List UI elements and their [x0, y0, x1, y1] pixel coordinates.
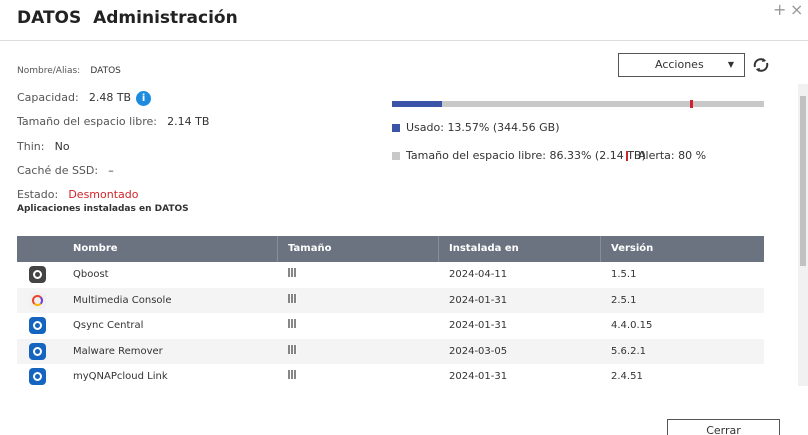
table-header: Nombre Tamaño Instalada en Versión [17, 236, 764, 262]
info-value: 2.48 TB [88, 91, 132, 104]
version: 2.5.1 [611, 294, 637, 306]
alert-swatch [626, 151, 628, 161]
app-name: Malware Remover [73, 345, 163, 357]
install-date: 2024-01-31 [449, 320, 508, 331]
info-label: Caché de SSD: [17, 164, 99, 177]
info-value: – [108, 164, 114, 177]
install-date: 2024-04-11 [449, 269, 508, 280]
info-row: Estado: Desmontado [17, 183, 138, 202]
info-value: DATOS [90, 66, 121, 76]
info-label: Tamaño del espacio libre: [17, 115, 157, 128]
app-icon [29, 266, 46, 283]
actions-text: Acciones [655, 58, 704, 71]
app-icon [29, 368, 46, 385]
app-name: Qboost [73, 269, 109, 280]
used-label: Usado: 13.57% (344.56 GB) [406, 121, 560, 134]
size-icon [288, 370, 297, 379]
table-row[interactable]: Malware Remover 2024-03-05 5.6.2.1 [17, 338, 764, 364]
info-label: Thin: [17, 140, 45, 153]
info-label: Nombre/Alias: [17, 66, 81, 76]
usage-bar [392, 100, 764, 108]
used-fill [392, 101, 443, 107]
table-row[interactable]: Qboost 2024-04-11 1.5.1 [17, 262, 764, 288]
table-row[interactable]: myQNAPcloud Link 2024-01-31 2.4.51 [17, 364, 764, 390]
install-date: 2024-01-31 [449, 371, 508, 382]
app-name: myQNAPcloud Link [73, 371, 168, 382]
version: 5.6.2.1 [611, 345, 646, 357]
column-header[interactable]: Versión [611, 243, 654, 254]
column-divider [438, 236, 439, 262]
refresh-icon[interactable] [750, 54, 772, 76]
app-icon [29, 342, 46, 360]
size-icon [288, 293, 297, 303]
info-row: Nombre/Alias: DATOS [17, 58, 121, 77]
info-value: Desmontado [68, 188, 139, 201]
version: 4.4.0.15 [611, 320, 653, 331]
column-header[interactable]: Instalada en [449, 243, 519, 254]
install-date: 2024-01-31 [449, 294, 508, 306]
title-name: DATOS [17, 8, 82, 28]
version: 2.4.51 [611, 371, 643, 382]
info-row: Thin: No [17, 135, 70, 154]
alert-label: Alerta: 80 % [638, 149, 707, 162]
info-row: Tamaño del espacio libre: 2.14 TB [17, 110, 209, 129]
app-icon [29, 291, 46, 309]
app-icon-glyph [32, 294, 43, 306]
info-value: No [54, 140, 70, 153]
alert-mark [689, 100, 693, 108]
app-name: Multimedia Console [73, 294, 172, 306]
size-icon [288, 268, 297, 277]
app-icon [29, 317, 46, 334]
install-date: 2024-03-05 [449, 345, 508, 357]
version: 1.5.1 [611, 269, 637, 280]
table-row[interactable]: Multimedia Console 2024-01-31 2.5.1 [17, 287, 764, 313]
used-swatch [392, 124, 400, 132]
info-value: 2.14 TB [167, 115, 210, 128]
app-icon-glyph [33, 321, 42, 330]
app-name: Qsync Central [73, 320, 144, 331]
column-divider [600, 236, 601, 262]
size-icon [288, 344, 297, 354]
info-icon[interactable]: i [136, 91, 152, 106]
column-divider [277, 236, 278, 262]
app-icon-glyph [33, 270, 42, 279]
table-row[interactable]: Qsync Central 2024-01-31 4.4.0.15 [17, 313, 764, 339]
info-row: Caché de SSD: – [17, 159, 114, 178]
column-header[interactable]: Tamaño [288, 243, 332, 254]
free-label: Tamaño del espacio libre: 86.33% (2.14 T… [406, 149, 646, 162]
close-icon[interactable]: × [790, 0, 804, 19]
close-button[interactable]: Cerrar [667, 419, 780, 435]
size-icon [288, 319, 297, 328]
expand-icon[interactable]: + [773, 0, 787, 19]
app-icon-glyph [33, 372, 42, 381]
apps-heading: Aplicaciones instaladas en DATOS [17, 204, 189, 214]
title: DATOS Administración [17, 8, 238, 28]
app-icon-glyph [33, 346, 42, 356]
info-label: Estado: [17, 188, 59, 201]
info-label: Capacidad: [17, 91, 79, 104]
free-swatch [392, 152, 400, 160]
column-header[interactable]: Nombre [73, 243, 118, 254]
scrollbar [798, 84, 808, 386]
info-row: Capacidad: 2.48 TB i [17, 86, 152, 106]
title-text: Administración [93, 8, 238, 28]
divider [0, 40, 808, 41]
actions-button[interactable]: Acciones ▼ [618, 53, 745, 77]
